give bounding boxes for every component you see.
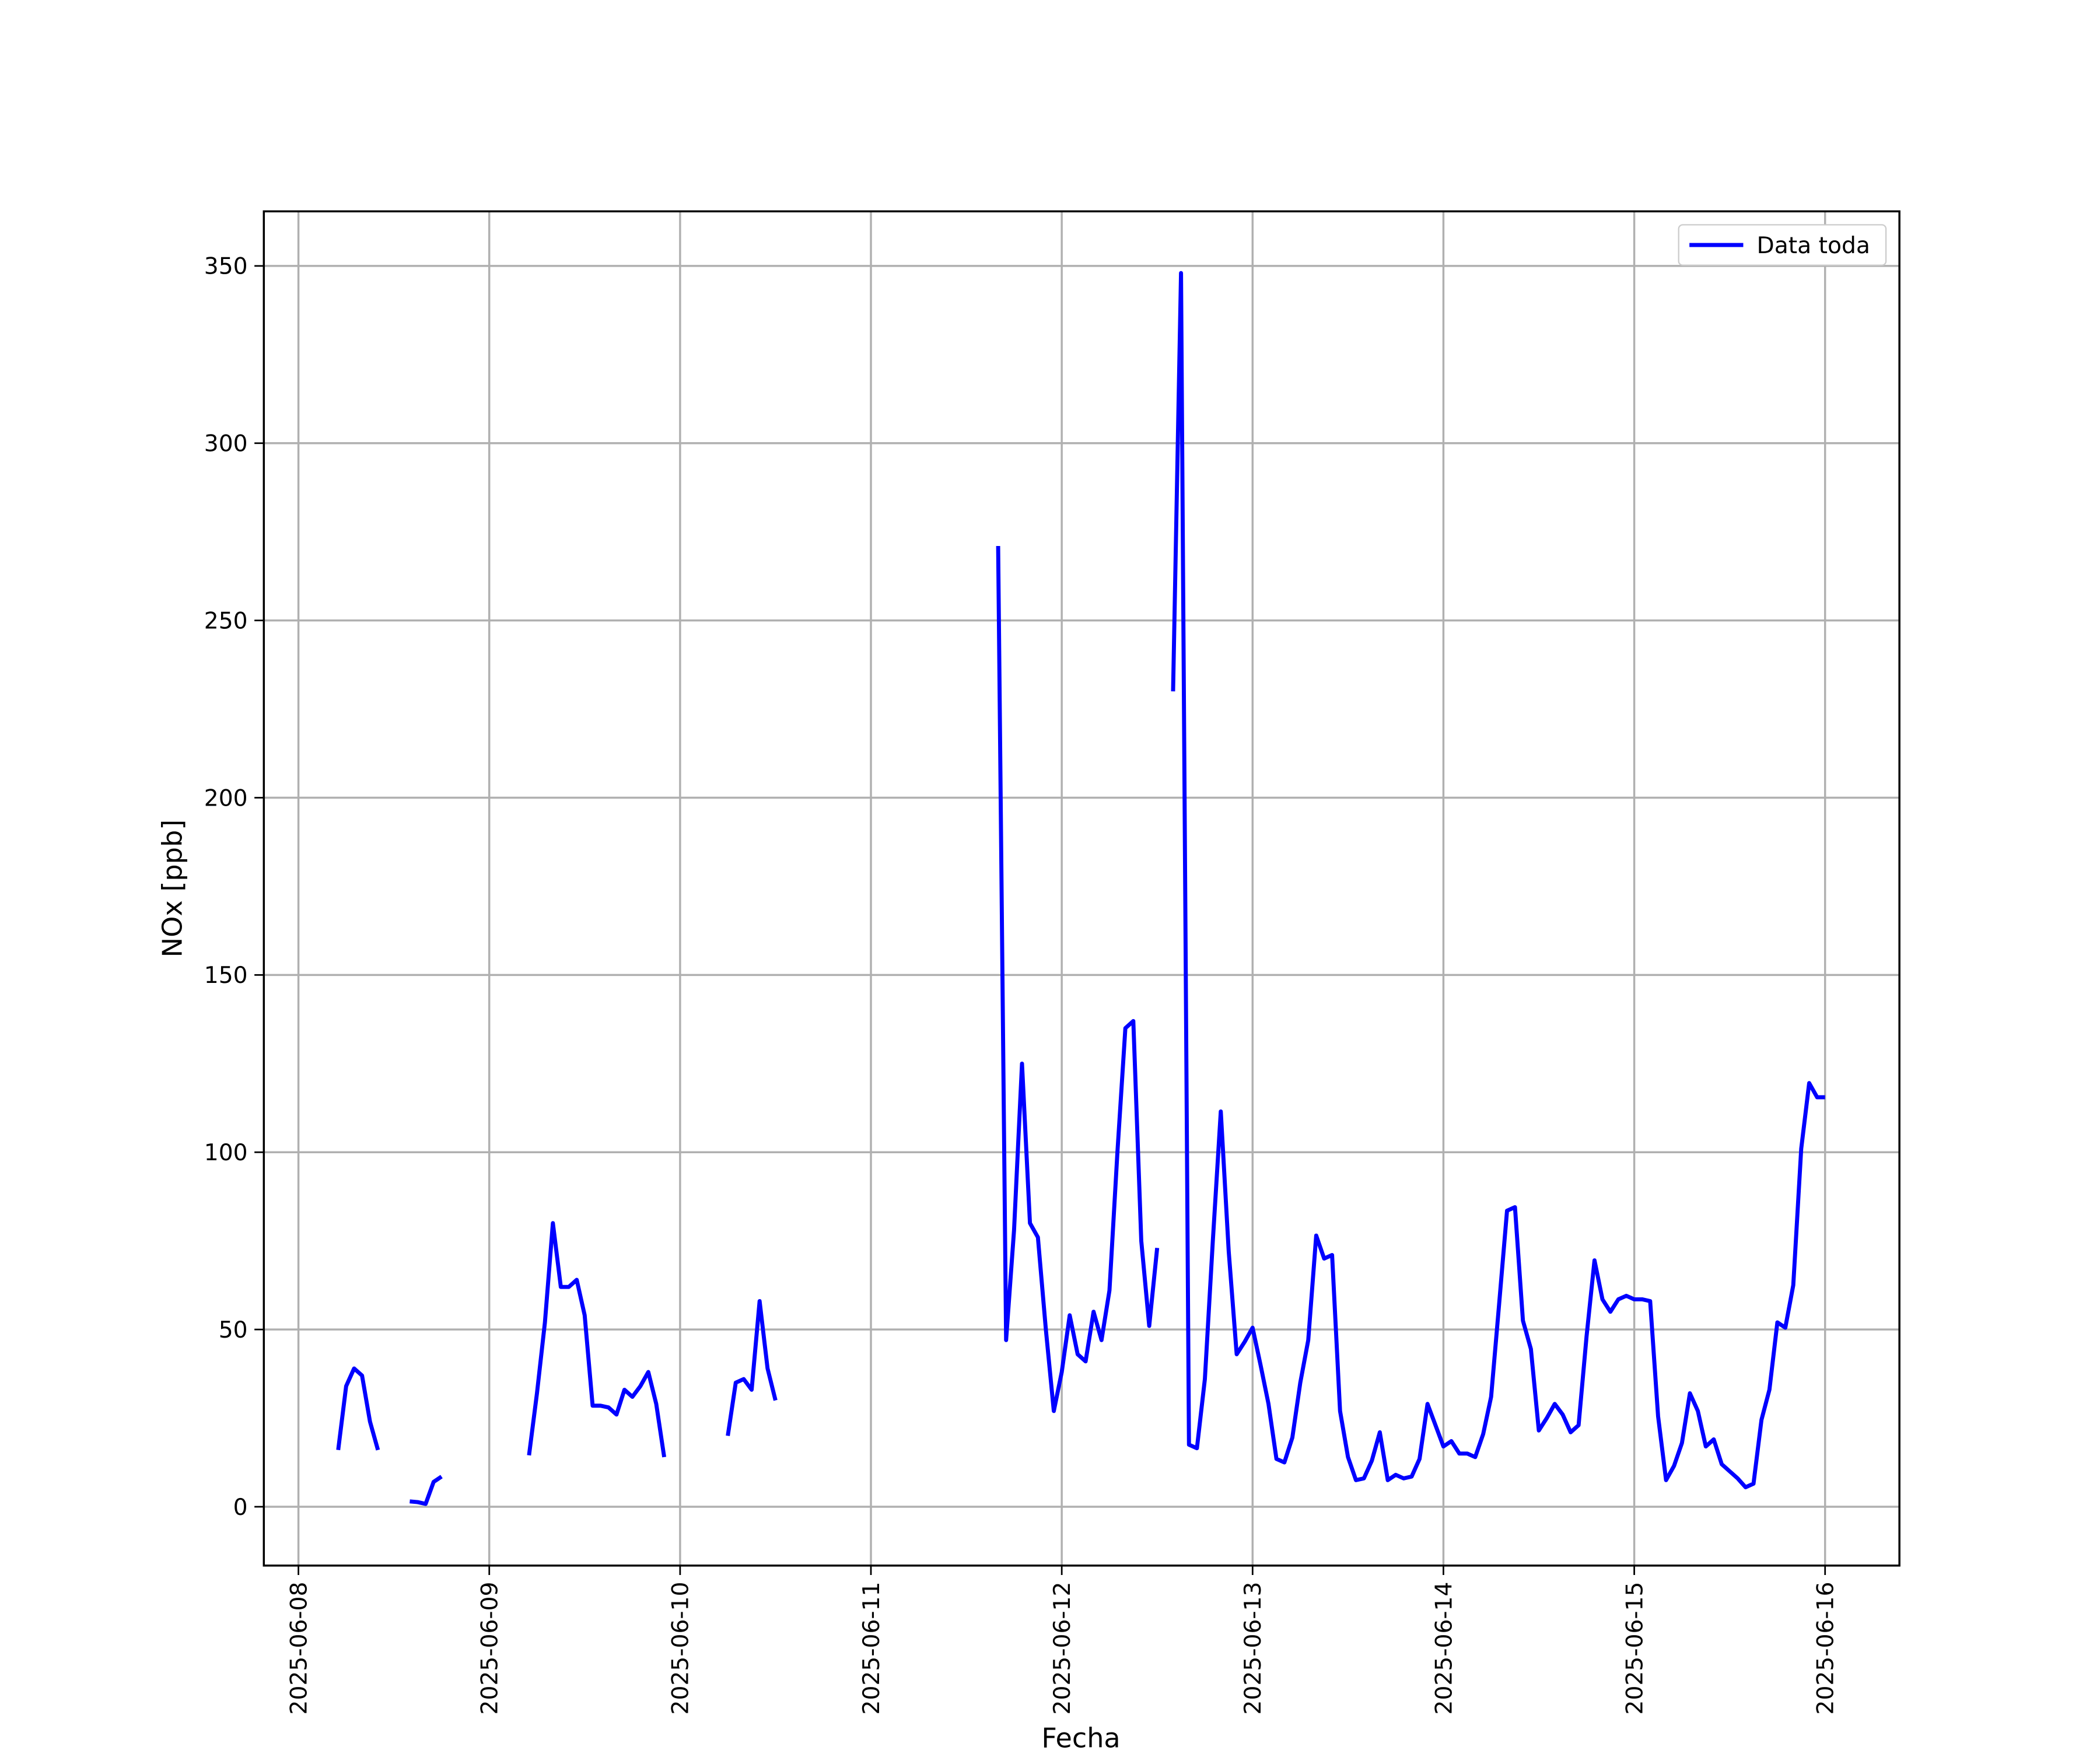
x-tick-label: 2025-06-14: [1431, 1582, 1457, 1715]
y-tick-label: 150: [204, 963, 248, 989]
x-tick-label: 2025-06-12: [1049, 1582, 1076, 1715]
x-tick-label: 2025-06-09: [477, 1582, 503, 1715]
data-line: [336, 271, 1825, 1506]
y-tick-label: 250: [204, 608, 248, 634]
x-axis-label: Fecha: [1041, 1722, 1120, 1750]
y-tick-label: 300: [204, 431, 248, 457]
y-tick-label: 200: [204, 785, 248, 811]
x-tick-label: 2025-06-11: [859, 1582, 885, 1715]
x-tick-label: 2025-06-08: [286, 1582, 312, 1715]
y-tick-label: 50: [219, 1317, 248, 1343]
y-tick-label: 100: [204, 1140, 248, 1166]
plot-frame: [262, 210, 1901, 1567]
legend-label: Data toda: [1757, 233, 1870, 259]
x-tick-label: 2025-06-16: [1813, 1582, 1839, 1715]
x-tick-label: 2025-06-10: [668, 1582, 694, 1715]
x-tick-label: 2025-06-13: [1240, 1582, 1266, 1715]
y-tick-label: 0: [233, 1494, 248, 1521]
x-tick-label: 2025-06-15: [1622, 1582, 1648, 1715]
y-tick-label: 350: [204, 254, 248, 280]
y-axis-label: NOx [ppb]: [157, 820, 188, 958]
legend-box: [1678, 224, 1887, 266]
